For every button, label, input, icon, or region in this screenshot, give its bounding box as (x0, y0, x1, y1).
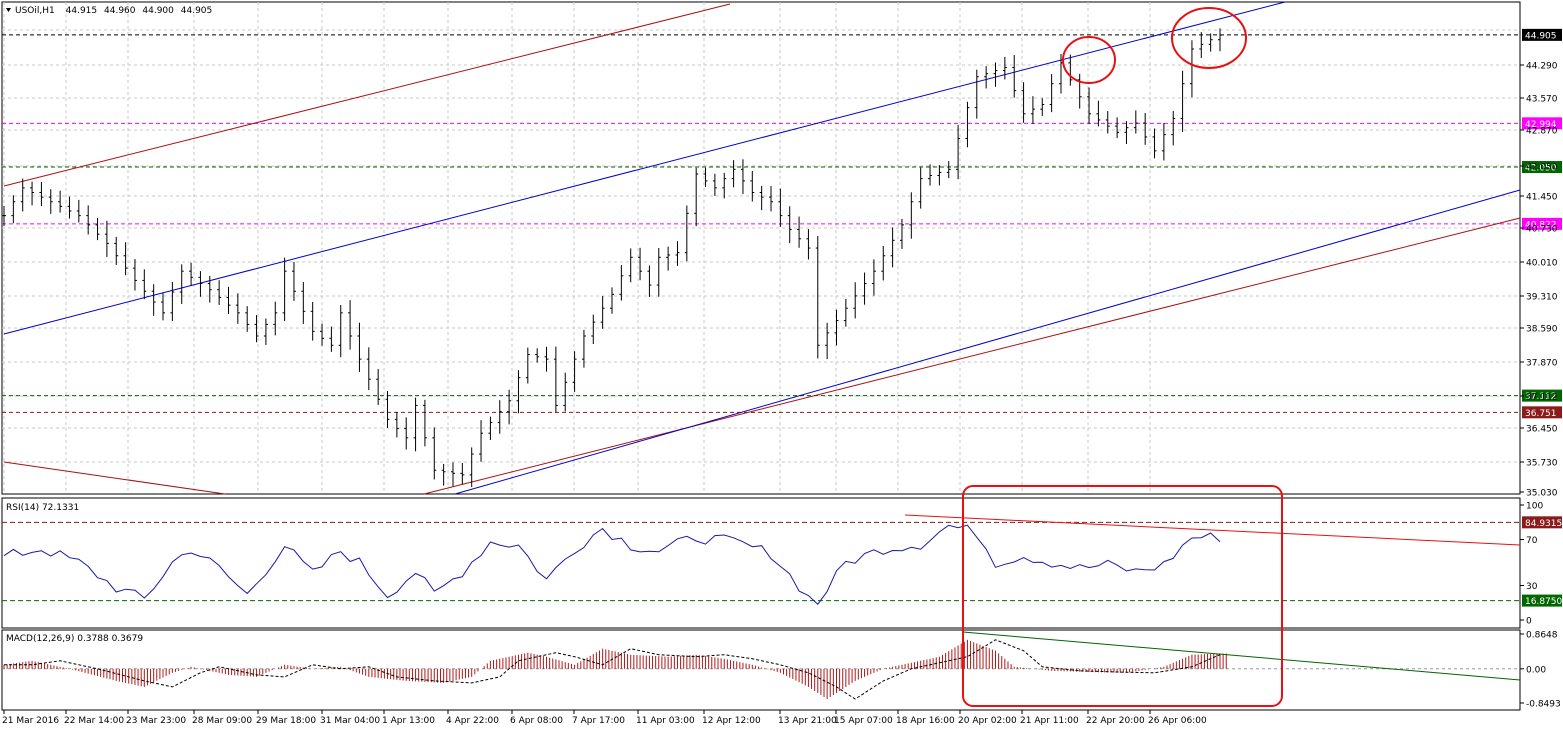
rsi-trendline (904, 514, 1521, 546)
price-axis-label: 35.030 (1526, 489, 1558, 499)
level-label: 44.905 (1525, 31, 1557, 41)
time-axis-label: 7 Apr 17:00 (572, 716, 625, 726)
macd-axis-label: 0.00 (1526, 665, 1546, 675)
highlight-ellipse (1171, 7, 1247, 69)
rsi-level-label-box (1522, 516, 1562, 529)
symbol-low: 44.900 (142, 6, 174, 16)
rsi-level-label: 84.9315 (1525, 519, 1562, 529)
price-axis-label: 37.112 (1526, 393, 1558, 403)
level-label: 42.050 (1525, 164, 1557, 174)
rsi-axis-label: 30 (1526, 582, 1538, 592)
price-axis-label: 42.870 (1526, 127, 1558, 137)
time-axis-label: 1 Apr 13:00 (382, 716, 435, 726)
macd-signal-line (4, 639, 1221, 700)
price-axis: 44.905 42.994 42.050 40.822 37.112 36.751 44.2… (1520, 28, 1562, 710)
time-axis-label: 15 Apr 07:00 (834, 716, 893, 726)
price-axis-label: 44.290 (1526, 62, 1558, 72)
symbol-close: 44.905 (181, 6, 213, 16)
price-axis-label: 42.050 (1526, 163, 1558, 173)
macd-axis-label: -0.8493 (1526, 700, 1561, 710)
rsi-level-label-box (1522, 594, 1562, 607)
level-label: 37.112 (1525, 392, 1557, 402)
time-axis-label: 21 Mar 2016 (2, 716, 59, 726)
rsi-axis-label: 100 (1526, 502, 1543, 512)
level-label: 42.994 (1525, 120, 1557, 130)
time-axis: 21 Mar 2016 22 Mar 14:00 23 Mar 23:00 28 Ma… (2, 710, 1207, 726)
price-panel-border (1, 1, 1521, 495)
symbol-title: USOil,H1 44.915 44.960 44.900 44.905 (15, 6, 212, 16)
rsi-axis-label: 70 (1526, 536, 1538, 546)
macd-trendline (962, 631, 1521, 681)
price-axis-label: 35.730 (1526, 459, 1558, 469)
symbol-high: 44.960 (104, 6, 136, 16)
rsi-title: RSI(14) 72.1331 (6, 503, 79, 513)
level-label-box (1522, 406, 1562, 419)
level-label-box (1522, 28, 1562, 41)
rsi-panel-border (1, 497, 1521, 629)
level-label-box (1522, 117, 1562, 130)
time-axis-label: 23 Mar 23:00 (126, 716, 186, 726)
level-label-box (1522, 161, 1562, 174)
time-axis-label: 21 Apr 11:00 (1020, 716, 1079, 726)
highlight-ellipse (1062, 36, 1116, 84)
time-axis-label: 31 Mar 04:00 (320, 716, 380, 726)
time-axis-label: 28 Mar 09:00 (192, 716, 252, 726)
macd-panel (2, 485, 1521, 707)
price-axis-label: 40.730 (1526, 225, 1558, 235)
brown-channel-upper (3, 3, 731, 187)
rsi-panel (2, 514, 1521, 605)
price-axis-label: 41.450 (1526, 193, 1558, 203)
time-axis-label: 18 Apr 16:00 (896, 716, 955, 726)
price-axis-label: 37.870 (1526, 359, 1558, 369)
time-axis-label: 29 Mar 18:00 (256, 716, 316, 726)
time-axis-label: 26 Apr 06:00 (1148, 716, 1207, 726)
price-axis-label: 36.450 (1526, 425, 1558, 435)
time-axis-label: 12 Apr 12:00 (702, 716, 761, 726)
price-panel (2, 1, 1521, 495)
blue-channel-lower (454, 189, 1521, 495)
price-axis-label: 43.570 (1526, 95, 1558, 105)
level-label-box (1522, 217, 1562, 230)
rsi-axis-label: 0 (1526, 617, 1532, 627)
rsi-line (3, 524, 1221, 605)
symbol-open: 44.915 (66, 6, 98, 16)
blue-channel-upper (3, 1, 1286, 335)
time-axis-label: 6 Apr 08:00 (510, 716, 563, 726)
divergence-highlight-box (962, 485, 1283, 707)
macd-title: MACD(12,26,9) 0.3788 0.3679 (6, 634, 143, 644)
price-axis-label: 39.310 (1526, 293, 1558, 303)
time-axis-label: 11 Apr 03:00 (636, 716, 695, 726)
price-axis-label: 40.010 (1526, 259, 1558, 269)
level-label: 36.751 (1525, 409, 1557, 419)
rsi-level-label: 16.8750 (1525, 597, 1562, 607)
level-label: 40.822 (1525, 220, 1557, 230)
brown-channel-mid (423, 217, 1521, 495)
macd-axis-label: 0.8648 (1526, 631, 1558, 641)
level-label-box (1522, 389, 1562, 402)
time-axis-label: 4 Apr 22:00 (446, 716, 499, 726)
time-axis-label: 13 Apr 21:00 (778, 716, 837, 726)
time-axis-label: 20 Apr 02:00 (958, 716, 1017, 726)
brown-channel-lower (3, 461, 226, 495)
symbol-menu-icon[interactable] (6, 8, 11, 12)
time-axis-label: 22 Apr 20:00 (1086, 716, 1145, 726)
price-axis-label: 38.590 (1526, 325, 1558, 335)
time-axis-label: 22 Mar 14:00 (64, 716, 124, 726)
symbol-name: USOil,H1 (15, 6, 55, 16)
macd-panel-border (1, 629, 1521, 711)
